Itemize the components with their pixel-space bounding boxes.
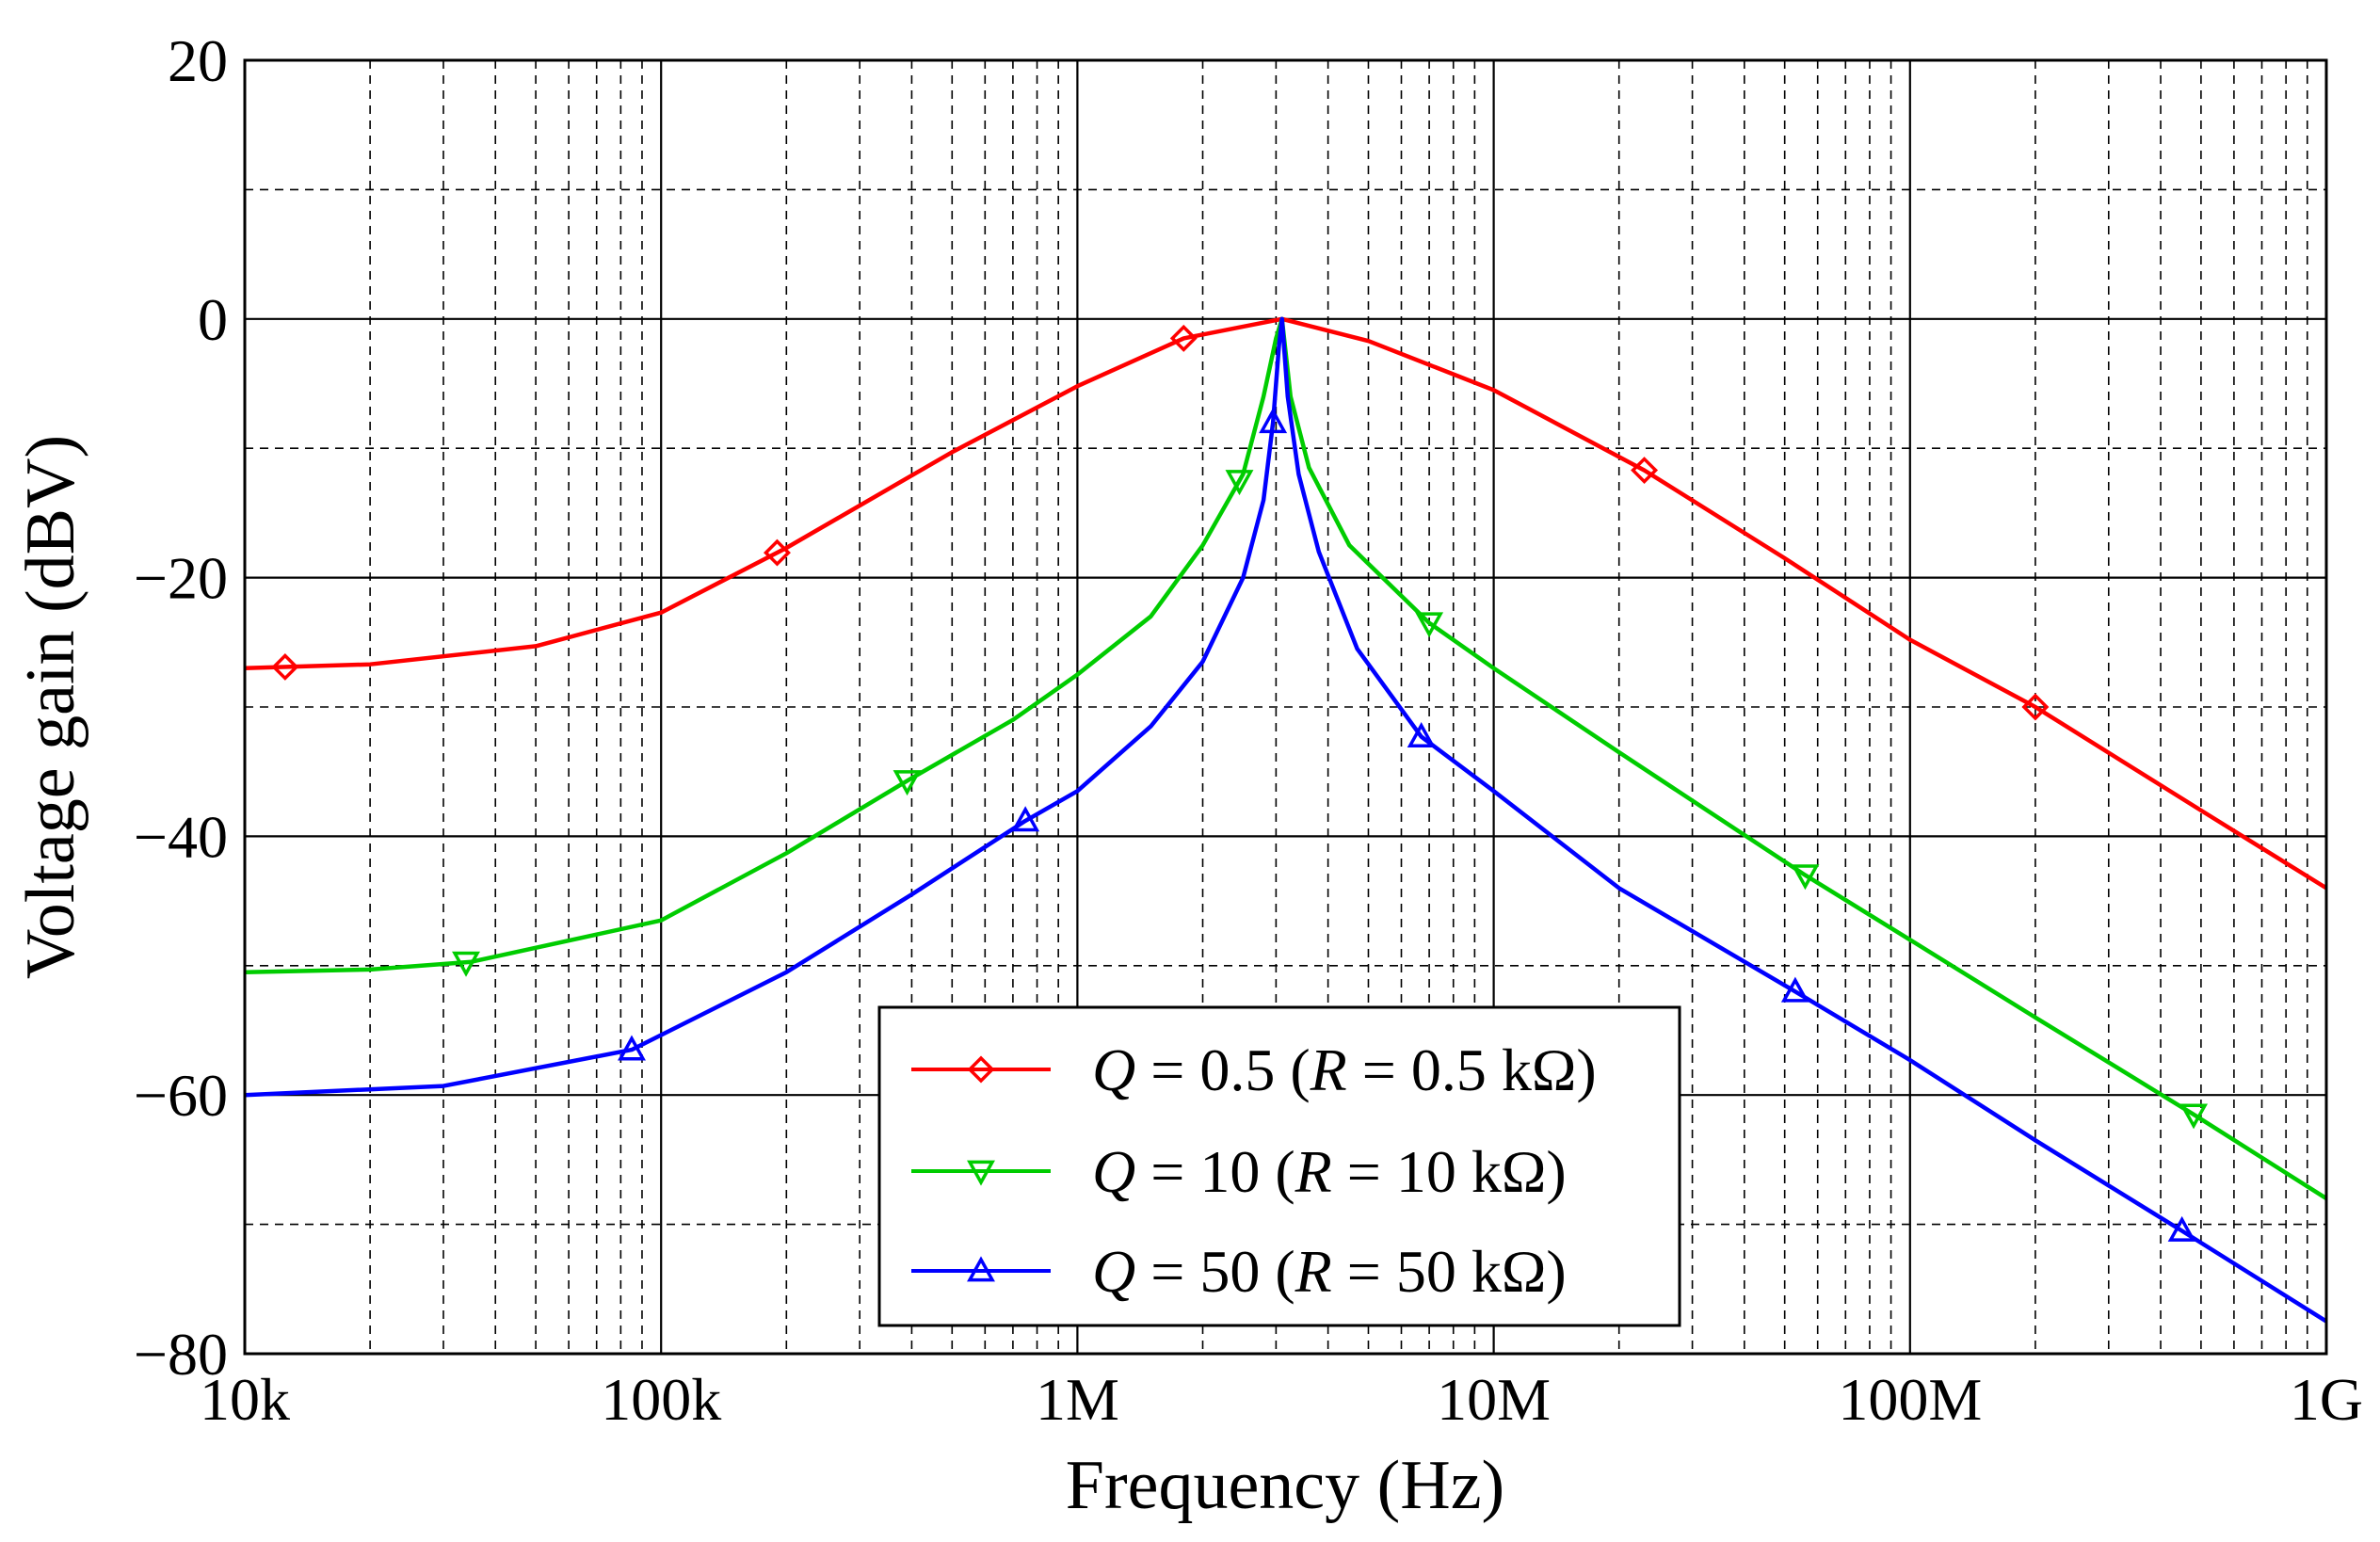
legend-label-q50: Q = 50 (R = 50 kΩ) bbox=[1092, 1238, 1567, 1305]
x-tick-label: 1M bbox=[1036, 1366, 1119, 1433]
series-marker-q10 bbox=[1415, 612, 1444, 638]
y-tick-label: 0 bbox=[198, 286, 228, 353]
series-marker-q50 bbox=[1259, 408, 1288, 434]
legend-entry-q10: Q = 10 (R = 10 kΩ) bbox=[911, 1138, 1567, 1205]
x-axis-title: Frequency (Hz) bbox=[1066, 1447, 1504, 1524]
legend-label-q10: Q = 10 (R = 10 kΩ) bbox=[1092, 1138, 1567, 1205]
series-marker-q10 bbox=[2179, 1103, 2209, 1130]
x-tick-label: 10k bbox=[200, 1366, 290, 1433]
series-marker-q10 bbox=[1225, 470, 1254, 496]
series-marker-q05 bbox=[1631, 457, 1659, 485]
series-marker-q50 bbox=[1780, 976, 1809, 1003]
series-line-q50 bbox=[245, 316, 2326, 1324]
series-marker-q50 bbox=[1011, 806, 1040, 832]
plot-frame bbox=[243, 58, 2328, 1356]
series-marker-q05 bbox=[271, 652, 299, 681]
series-marker-q10 bbox=[1791, 864, 1820, 891]
y-tick-label: 20 bbox=[168, 27, 228, 94]
series-marker-q50 bbox=[2167, 1215, 2196, 1242]
series-marker-q05 bbox=[2021, 693, 2050, 721]
series-marker-q50 bbox=[618, 1035, 646, 1061]
x-tick-label: 100M bbox=[1838, 1366, 1982, 1433]
series-marker-q05 bbox=[763, 538, 791, 567]
y-tick-label: −20 bbox=[134, 545, 228, 612]
x-tick-label: 100k bbox=[601, 1366, 721, 1433]
marker-layer bbox=[271, 324, 2209, 1242]
y-tick-label: −80 bbox=[134, 1321, 228, 1388]
legend-entry-q05: Q = 0.5 (R = 0.5 kΩ) bbox=[911, 1036, 1597, 1103]
legend-marker-q50 bbox=[967, 1256, 995, 1282]
legend-entry-q50: Q = 50 (R = 50 kΩ) bbox=[911, 1238, 1567, 1305]
tick-labels: 10k 100k 1M 10M 100M 1G 20 0 −20 −40 −60 −80 bbox=[134, 27, 2363, 1433]
legend-marker-q10 bbox=[967, 1160, 995, 1186]
series-line-q05 bbox=[245, 316, 2326, 891]
legend-label-q05: Q = 0.5 (R = 0.5 kΩ) bbox=[1092, 1036, 1597, 1103]
series-marker-q50 bbox=[1407, 721, 1436, 747]
series-marker-q10 bbox=[892, 770, 922, 796]
y-axis-title: Voltage gain (dBV) bbox=[12, 435, 89, 979]
series-layer bbox=[245, 316, 2326, 1324]
legend-marker-q05 bbox=[967, 1055, 995, 1084]
series-line-q10 bbox=[245, 316, 2326, 1201]
x-tick-label: 10M bbox=[1437, 1366, 1551, 1433]
x-tick-label: 1G bbox=[2290, 1366, 2363, 1433]
series-marker-q05 bbox=[1169, 324, 1198, 352]
series-marker-q10 bbox=[452, 951, 480, 977]
y-tick-label: −40 bbox=[134, 803, 228, 870]
y-tick-label: −60 bbox=[134, 1062, 228, 1129]
legend: Q = 0.5 (R = 0.5 kΩ) Q = 10 (R = 10 kΩ) … bbox=[877, 1005, 1681, 1327]
